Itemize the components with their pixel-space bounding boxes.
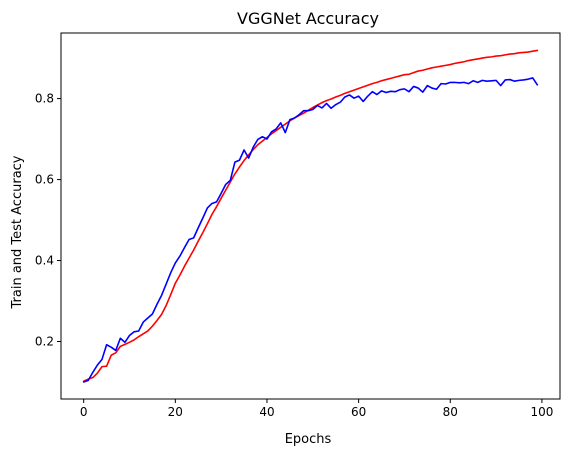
- y-tick-label: 0.6: [35, 173, 54, 187]
- x-tick-label: 0: [80, 405, 88, 419]
- x-tick-label: 40: [259, 405, 274, 419]
- y-axis-label: Train and Test Accuracy: [10, 155, 25, 309]
- x-tick-label: 60: [351, 405, 366, 419]
- x-tick-label: 20: [168, 405, 183, 419]
- x-axis-label: Epochs: [285, 432, 332, 447]
- x-tick-label: 100: [530, 405, 553, 419]
- y-tick-label: 0.2: [35, 335, 54, 349]
- y-tick-label: 0.8: [35, 92, 54, 106]
- y-tick-label: 0.4: [35, 254, 54, 268]
- x-tick-label: 80: [443, 405, 458, 419]
- chart-title: VGGNet Accuracy: [237, 9, 379, 28]
